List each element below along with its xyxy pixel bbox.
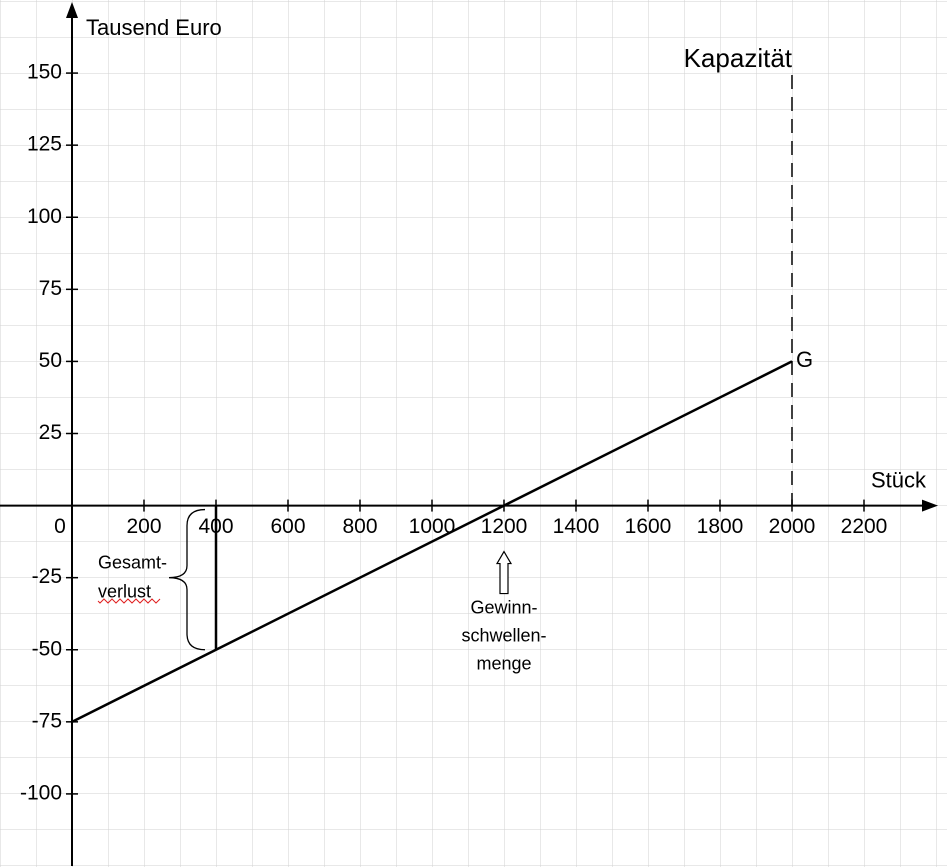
line <box>71 360 793 723</box>
x-axis-arrow <box>922 499 938 512</box>
y-tick-label: 50 <box>39 349 62 372</box>
x-tick-label: 1600 <box>625 515 672 538</box>
y-tick-label: 25 <box>39 421 62 444</box>
y-tick-label: -75 <box>32 709 62 732</box>
loss-label: Gesamt- <box>98 552 167 572</box>
loss-label: verlust <box>98 581 151 601</box>
y-tick-label: 125 <box>27 133 62 156</box>
break-even-label: Gewinn- <box>470 597 537 617</box>
x-tick-label: 2000 <box>769 515 816 538</box>
y-axis-label: Tausend Euro <box>86 15 222 40</box>
y-tick-label: 75 <box>39 277 62 300</box>
break-even-arrow <box>495 550 513 595</box>
x-tick-label: 1000 <box>409 515 456 538</box>
x-axis-label: Stück <box>871 467 927 492</box>
x-tick-label: 800 <box>342 515 377 538</box>
x-tick-label: 1200 <box>481 515 528 538</box>
y-tick-label: 150 <box>27 61 62 84</box>
break-even-label: schwellen- <box>461 625 546 645</box>
x-tick-label: 1400 <box>553 515 600 538</box>
capacity-label: Kapazität <box>684 43 793 73</box>
x-tick-label: 600 <box>270 515 305 538</box>
y-tick-label: -50 <box>32 637 62 660</box>
x-tick-label: 1800 <box>697 515 744 538</box>
x-tick-label: 2200 <box>841 515 888 538</box>
loss-brace <box>168 508 206 651</box>
y-tick-label: 100 <box>27 205 62 228</box>
end-label: G <box>796 347 813 372</box>
y-axis-arrow <box>66 2 78 18</box>
spell-underline <box>97 598 161 604</box>
y-tick-label: -25 <box>32 565 62 588</box>
x-tick-label: 0 <box>54 515 66 538</box>
y-tick-label: -100 <box>20 781 62 804</box>
x-tick-label: 200 <box>126 515 161 538</box>
break-even-label: menge <box>476 653 531 673</box>
